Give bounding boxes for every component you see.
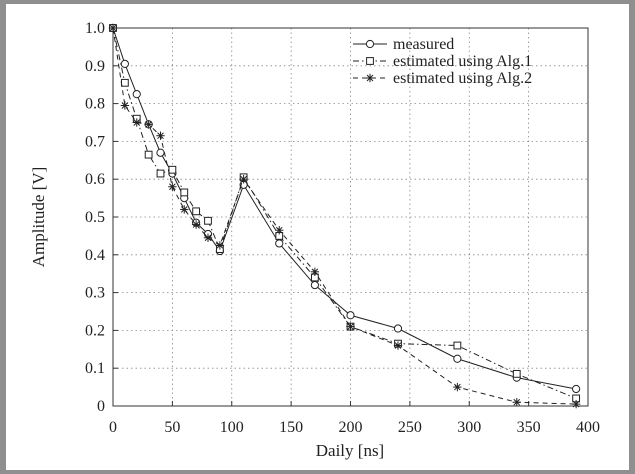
x-tick-label: 50 — [164, 419, 180, 436]
data-point-square — [168, 165, 177, 174]
grid-lines — [113, 28, 588, 406]
y-tick-label: 0.6 — [85, 171, 105, 188]
data-point-star — [203, 233, 213, 242]
data-point-star — [144, 120, 153, 129]
data-point-star — [132, 118, 141, 127]
x-tick-label: 100 — [220, 419, 244, 436]
line-chart: 0 50 100 150 200 250 300 350 400 0 0.1 0.2 0.3 0.4 0.… — [29, 20, 600, 460]
data-point-star — [310, 267, 320, 277]
data-point-star — [393, 341, 403, 350]
data-point-star — [453, 382, 462, 392]
data-point-square — [180, 188, 189, 197]
x-tick-label: 0 — [109, 419, 117, 436]
series-3 — [108, 23, 581, 409]
series-line — [112, 27, 577, 390]
x-tick-label: 150 — [279, 419, 303, 436]
x-tick-label: 400 — [576, 419, 600, 436]
data-point-circle — [120, 59, 129, 69]
data-point-square — [453, 341, 462, 350]
x-axis-label: Daily [ns] — [316, 441, 384, 460]
x-axis-ticks: 0 50 100 150 200 250 300 350 400 — [109, 401, 600, 436]
series-line — [112, 27, 577, 399]
data-point-square — [156, 169, 165, 178]
y-axis-ticks: 0 0.1 0.2 0.3 0.4 0.5 0.6 0.7 0.8 0.9 1.0 — [85, 20, 118, 415]
series-group — [108, 23, 581, 409]
y-tick-label: 0.7 — [85, 133, 105, 150]
data-point-star — [180, 205, 189, 214]
data-point-star — [168, 182, 177, 191]
y-tick-label: 0.5 — [85, 209, 105, 226]
data-point-square — [144, 150, 153, 159]
data-point-square — [512, 369, 521, 378]
y-tick-label: 1.0 — [85, 20, 105, 37]
data-point-circle — [310, 280, 319, 290]
data-point-circle — [156, 148, 165, 157]
data-point-circle — [132, 90, 141, 99]
data-point-star — [120, 101, 130, 110]
x-tick-label: 300 — [457, 419, 481, 436]
x-tick-label: 200 — [339, 419, 363, 436]
data-point-star — [239, 175, 248, 184]
data-point-circle — [393, 324, 403, 333]
data-point-star — [512, 398, 521, 407]
legend-marker-circle — [365, 39, 375, 49]
legend-label: estimated using Alg.2 — [393, 70, 532, 87]
legend-label: estimated using Alg.1 — [393, 53, 532, 70]
data-point-square — [192, 207, 201, 216]
data-point-star — [275, 226, 284, 235]
data-point-star — [108, 23, 118, 33]
data-point-star — [191, 220, 201, 229]
data-point-star — [156, 131, 165, 140]
legend-marker-star — [365, 73, 375, 83]
y-tick-label: 0.8 — [85, 96, 105, 113]
x-tick-label: 250 — [398, 419, 422, 436]
data-point-circle — [346, 311, 355, 320]
y-tick-label: 0 — [97, 398, 105, 415]
data-point-star — [571, 399, 581, 409]
data-point-square — [120, 78, 129, 87]
y-tick-label: 0.4 — [85, 247, 105, 264]
legend-label: measured — [393, 36, 454, 53]
data-point-circle — [453, 354, 462, 363]
data-point-star — [346, 322, 355, 331]
data-point-square — [204, 216, 212, 225]
y-axis-label: Amplitude [V] — [29, 167, 48, 268]
plot-frame: 0 50 100 150 200 250 300 350 400 0 0.1 0.2 0.3 0.4 0.… — [6, 4, 629, 470]
y-tick-label: 0.2 — [85, 322, 105, 339]
data-point-star — [215, 241, 225, 250]
x-tick-label: 350 — [517, 419, 541, 436]
data-point-circle — [275, 239, 284, 248]
legend-marker-square — [366, 57, 374, 65]
y-tick-label: 0.9 — [85, 58, 105, 75]
y-tick-label: 0.3 — [85, 285, 105, 302]
y-tick-label: 0.1 — [85, 360, 105, 377]
data-point-circle — [572, 384, 581, 394]
